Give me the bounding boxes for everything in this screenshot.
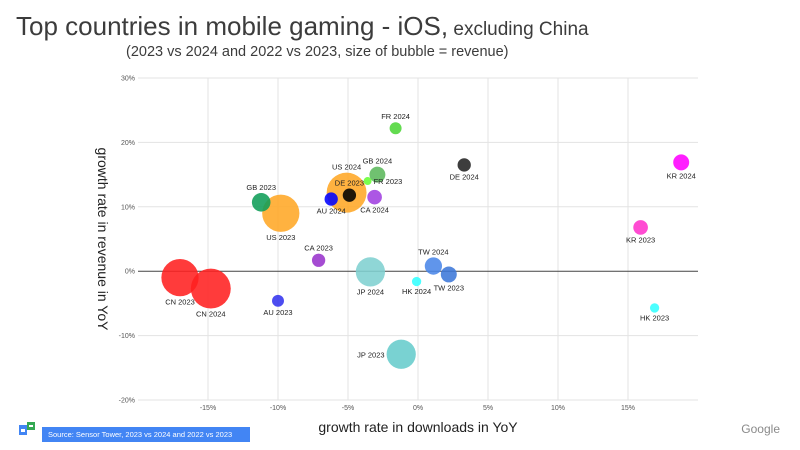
y-tick-label: 20% (121, 140, 135, 147)
bubble-label: HK 2024 (402, 287, 431, 296)
bubble-label: US 2023 (266, 233, 295, 242)
chart-title: Top countries in mobile gaming - iOS, ex… (16, 6, 589, 43)
bubble-label: CN 2024 (196, 310, 226, 319)
bubble-gb-2024 (369, 166, 386, 183)
bubble-label: CN 2023 (165, 297, 195, 306)
google-brand: Google (741, 422, 780, 436)
bubble-label: CA 2024 (360, 205, 389, 214)
bubble-label: TW 2023 (434, 283, 464, 292)
chart-title-main: Top countries in mobile gaming - iOS, (16, 11, 449, 41)
bubble-ca-2024 (367, 189, 382, 205)
bubble-jp-2023 (386, 339, 416, 369)
bubble-kr-2024 (673, 154, 690, 171)
bubble-label: DE 2023 (335, 179, 364, 188)
bubble-label: GB 2024 (363, 157, 393, 166)
bubble-gb-2023 (251, 192, 271, 212)
bubble-de-2024 (457, 158, 471, 172)
y-tick-label: 0% (125, 269, 135, 276)
x-tick-label: 5% (483, 405, 493, 412)
source-note: Source: Sensor Tower, 2023 vs 2024 and 2… (42, 427, 250, 442)
google-cloud-insights-icon (19, 422, 35, 435)
x-axis-title: growth rate in downloads in YoY (318, 419, 518, 435)
bubble-us-2023 (262, 194, 300, 232)
bubble-de-2023 (342, 188, 357, 202)
x-tick-label: -15% (200, 405, 216, 412)
bubble-label: HK 2023 (640, 314, 669, 323)
bubble-au-2024 (324, 192, 338, 206)
bubble-label: US 2024 (332, 163, 361, 172)
axis-ticks: -15% -10% -5% 0% 5% 10% 15% 30% 20% 10% 0% -10% -20% (119, 76, 635, 413)
bubble-hk-2023 (649, 303, 660, 313)
bubble-hk-2024 (411, 276, 422, 287)
bubble-label: AU 2024 (317, 207, 346, 216)
bubble-label: KR 2023 (626, 236, 655, 245)
x-tick-label: 10% (551, 405, 565, 412)
y-axis-title: growth rate in revenue in YoY (95, 148, 111, 332)
bubble-label: FR 2023 (374, 177, 403, 186)
bubble-kr-2023 (633, 220, 648, 235)
bubble-label: JP 2024 (357, 287, 384, 296)
bubble-ca-2023 (311, 253, 326, 267)
grid-lines (138, 77, 698, 401)
chart-subtitle: (2023 vs 2024 and 2022 vs 2023, size of … (126, 44, 509, 60)
bubble-jp-2024 (355, 257, 386, 287)
bubble-label: FR 2024 (381, 112, 410, 121)
y-tick-label: -10% (119, 333, 135, 340)
bubble-label: KR 2024 (667, 171, 696, 180)
chart-title-sub: excluding China (448, 19, 589, 40)
bubble-fr-2024 (389, 122, 402, 135)
x-tick-label: 0% (413, 405, 423, 412)
bubble-label: CA 2023 (304, 244, 333, 253)
x-tick-label: -5% (342, 405, 354, 412)
bubble-tw-2023 (440, 266, 457, 283)
y-tick-label: 30% (121, 76, 135, 83)
x-tick-label: -10% (270, 405, 286, 412)
y-tick-label: 10% (121, 204, 135, 211)
bubble-label: AU 2023 (263, 308, 292, 317)
y-tick-label: -20% (119, 398, 135, 405)
bubble-label: JP 2023 (357, 350, 384, 359)
x-tick-label: 15% (621, 405, 635, 412)
bubble-label: TW 2024 (418, 247, 448, 256)
bubble-cn-2024 (190, 268, 231, 309)
bubbles (161, 122, 690, 369)
bubble-label: DE 2024 (450, 173, 479, 182)
bubble-tw-2024 (424, 257, 443, 275)
bubble-fr-2023 (363, 177, 372, 186)
bubble-cn-2023 (161, 259, 199, 297)
bubble-au-2023 (272, 294, 284, 307)
bubble-label: GB 2023 (246, 183, 276, 192)
